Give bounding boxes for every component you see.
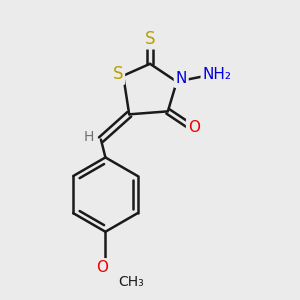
Text: S: S [145, 29, 155, 47]
Text: H: H [83, 130, 94, 144]
Text: O: O [96, 260, 108, 275]
Text: N: N [176, 71, 187, 86]
Text: S: S [112, 65, 123, 83]
Text: NH₂: NH₂ [202, 67, 231, 82]
Text: CH₃: CH₃ [118, 275, 144, 289]
Text: O: O [188, 120, 200, 135]
